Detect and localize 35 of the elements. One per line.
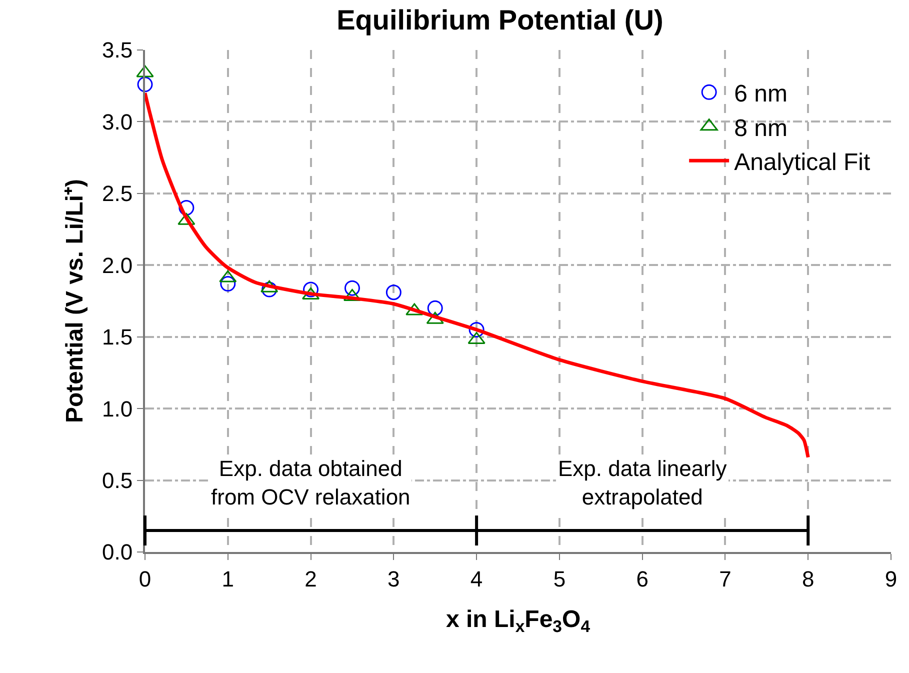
y-tick-label: 0.5 xyxy=(102,468,133,493)
annotation: Exp. data linearly extrapolated xyxy=(558,456,727,510)
x-tick-label: 0 xyxy=(138,566,152,592)
legend-label: 6 nm xyxy=(734,80,788,108)
legend-label: 8 nm xyxy=(734,114,788,142)
y-tick-label: 2.5 xyxy=(102,181,133,206)
x-tick-label: 1 xyxy=(222,566,234,592)
point xyxy=(303,282,319,298)
y-tick-label: 0.0 xyxy=(102,540,133,565)
point xyxy=(344,280,360,296)
x-tick-label: 2 xyxy=(304,566,317,592)
x-tick-label: 9 xyxy=(884,566,898,592)
point xyxy=(386,284,402,300)
y-tick-label: 3.5 xyxy=(102,38,133,63)
x-tick-label: 3 xyxy=(388,566,400,592)
x-tick-label: 4 xyxy=(470,566,483,592)
y-tick-label: 1.0 xyxy=(102,396,133,422)
point xyxy=(262,282,278,298)
x-tick-label: 5 xyxy=(553,566,566,592)
point xyxy=(178,200,194,216)
annotation: Exp. data obtained from OCV relaxation xyxy=(211,456,410,510)
chart-title: Equilibrium Potential (U) xyxy=(336,4,664,36)
y-axis-title: Potential (V vs. Li/Li⁺) xyxy=(62,178,89,424)
x-tick-label: 6 xyxy=(636,566,648,592)
y-tick-label: 3.0 xyxy=(102,109,133,134)
y-tick-label: 1.5 xyxy=(102,324,133,350)
x-tick-label: 7 xyxy=(719,566,732,592)
point xyxy=(468,322,484,338)
x-axis-title: x in Li$_{x}$Fe$_{3}$O$_{4}$ xyxy=(446,606,591,636)
point xyxy=(427,300,443,316)
legend-label: Analytical Fit xyxy=(734,148,870,176)
point xyxy=(220,276,236,292)
y-tick-label: 2.0 xyxy=(102,252,133,278)
point xyxy=(137,76,153,92)
x-tick-label: 8 xyxy=(802,566,814,592)
